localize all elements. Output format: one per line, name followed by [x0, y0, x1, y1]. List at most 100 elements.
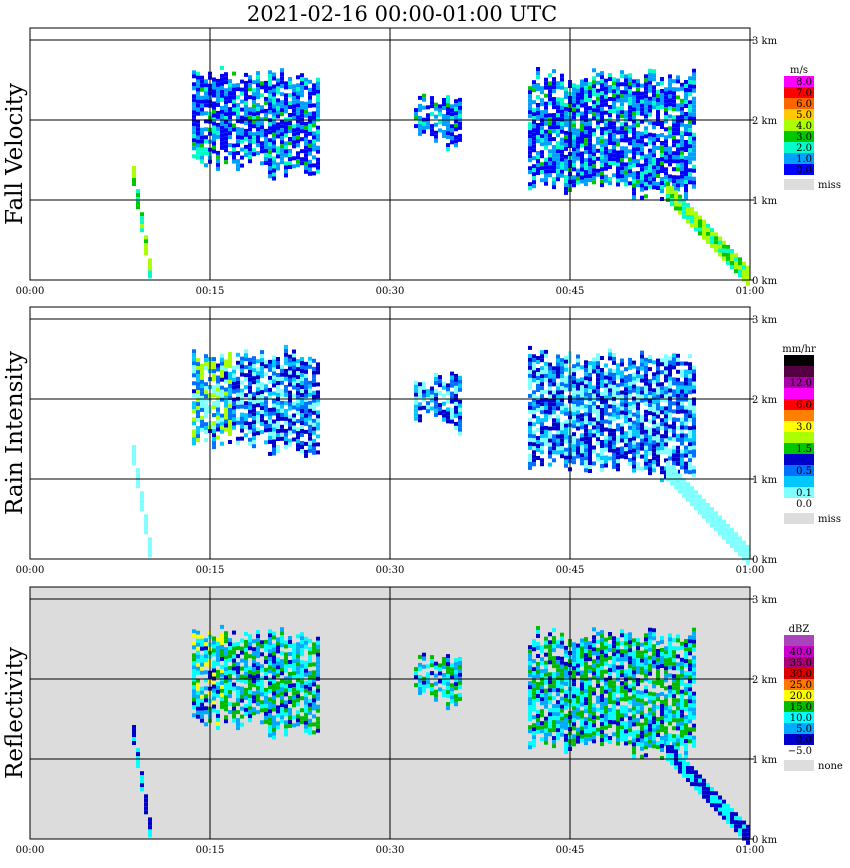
echo-cell	[564, 383, 568, 388]
echo-cell	[414, 416, 418, 421]
echo-cell	[292, 373, 296, 378]
echo-cell	[192, 401, 196, 406]
echo-cell	[528, 745, 532, 750]
echo-cell	[288, 680, 292, 684]
echo-cell	[592, 180, 596, 185]
echo-cell	[616, 701, 620, 706]
echo-cell	[272, 667, 276, 672]
legend-label: 2.0	[796, 143, 812, 154]
echo-cell	[612, 444, 616, 449]
echo-cell	[670, 194, 674, 199]
echo-cell	[686, 207, 690, 211]
echo-cell	[268, 98, 272, 103]
echo-cell	[204, 410, 208, 415]
echo-cell	[224, 659, 228, 664]
echo-cell	[596, 369, 600, 374]
echo-cell	[196, 75, 200, 80]
echo-cell	[204, 662, 208, 667]
echo-cell	[260, 362, 264, 367]
echo-cell	[316, 728, 320, 733]
echo-cell	[244, 675, 248, 680]
echo-cell	[660, 165, 664, 169]
echo-cell	[264, 647, 268, 652]
echo-cell	[620, 446, 624, 451]
echo-cell	[288, 724, 292, 728]
echo-cell	[660, 153, 664, 157]
echo-cell	[232, 642, 236, 647]
echo-cell	[232, 409, 236, 414]
echo-cell	[624, 681, 628, 686]
echo-cell	[252, 699, 256, 704]
legend-label: 8.0	[796, 77, 812, 88]
echo-cell	[552, 728, 556, 733]
echo-cell	[640, 430, 644, 435]
echo-cell	[584, 412, 588, 417]
echo-cell	[552, 426, 556, 431]
echo-cell	[434, 408, 438, 413]
echo-cell	[684, 433, 688, 438]
echo-cell	[548, 656, 552, 661]
echo-cell	[664, 434, 668, 439]
echo-cell	[312, 398, 316, 403]
echo-cell	[422, 97, 426, 102]
echo-cell	[560, 438, 564, 443]
echo-cell	[672, 457, 676, 462]
echo-cell	[672, 103, 676, 108]
echo-cell	[664, 155, 668, 160]
echo-cell	[288, 85, 292, 89]
echo-cell	[316, 161, 320, 166]
echo-cell	[572, 658, 576, 663]
echo-cell	[628, 708, 632, 713]
echo-cell	[686, 203, 690, 207]
echo-cell	[632, 179, 636, 184]
echo-cell	[624, 383, 628, 388]
echo-cell	[292, 365, 296, 370]
echo-cell	[608, 85, 612, 89]
echo-cell	[742, 261, 746, 266]
echo-cell	[268, 645, 272, 650]
echo-cell	[224, 691, 228, 696]
echo-cell	[300, 125, 304, 130]
echo-cell	[648, 96, 652, 101]
echo-cell	[620, 729, 624, 734]
echo-cell	[596, 707, 600, 712]
echo-cell	[148, 541, 152, 546]
echo-cell	[454, 115, 458, 120]
echo-cell	[684, 184, 688, 188]
echo-cell	[552, 402, 556, 407]
echo-cell	[280, 112, 284, 117]
echo-cell	[296, 666, 300, 671]
echo-cell	[624, 78, 628, 83]
echo-cell	[580, 710, 584, 715]
echo-cell	[418, 418, 422, 423]
echo-cell	[434, 400, 438, 405]
echo-cell	[548, 89, 552, 94]
echo-cell	[616, 98, 620, 103]
echo-cell	[620, 725, 624, 730]
echo-cell	[544, 361, 548, 366]
echo-cell	[240, 155, 244, 160]
echo-cell	[644, 465, 648, 470]
echo-cell	[668, 154, 672, 159]
echo-cell	[276, 405, 280, 409]
echo-cell	[224, 144, 228, 149]
legend-swatch	[784, 465, 814, 476]
echo-cell	[236, 702, 240, 707]
echo-cell	[588, 413, 592, 417]
echo-cell	[652, 448, 656, 453]
echo-cell	[580, 686, 584, 691]
echo-cell	[192, 689, 196, 694]
echo-cell	[676, 155, 680, 160]
echo-cell	[264, 675, 268, 680]
echo-cell	[192, 142, 196, 147]
echo-cell	[272, 148, 276, 153]
echo-cell	[216, 391, 220, 396]
echo-cell	[692, 425, 696, 430]
echo-cell	[636, 450, 640, 455]
echo-cell	[442, 401, 446, 406]
echo-cell	[600, 734, 604, 739]
echo-cell	[528, 405, 532, 410]
echo-cell	[672, 353, 676, 358]
echo-cell	[252, 80, 256, 85]
echo-cell	[620, 681, 624, 686]
